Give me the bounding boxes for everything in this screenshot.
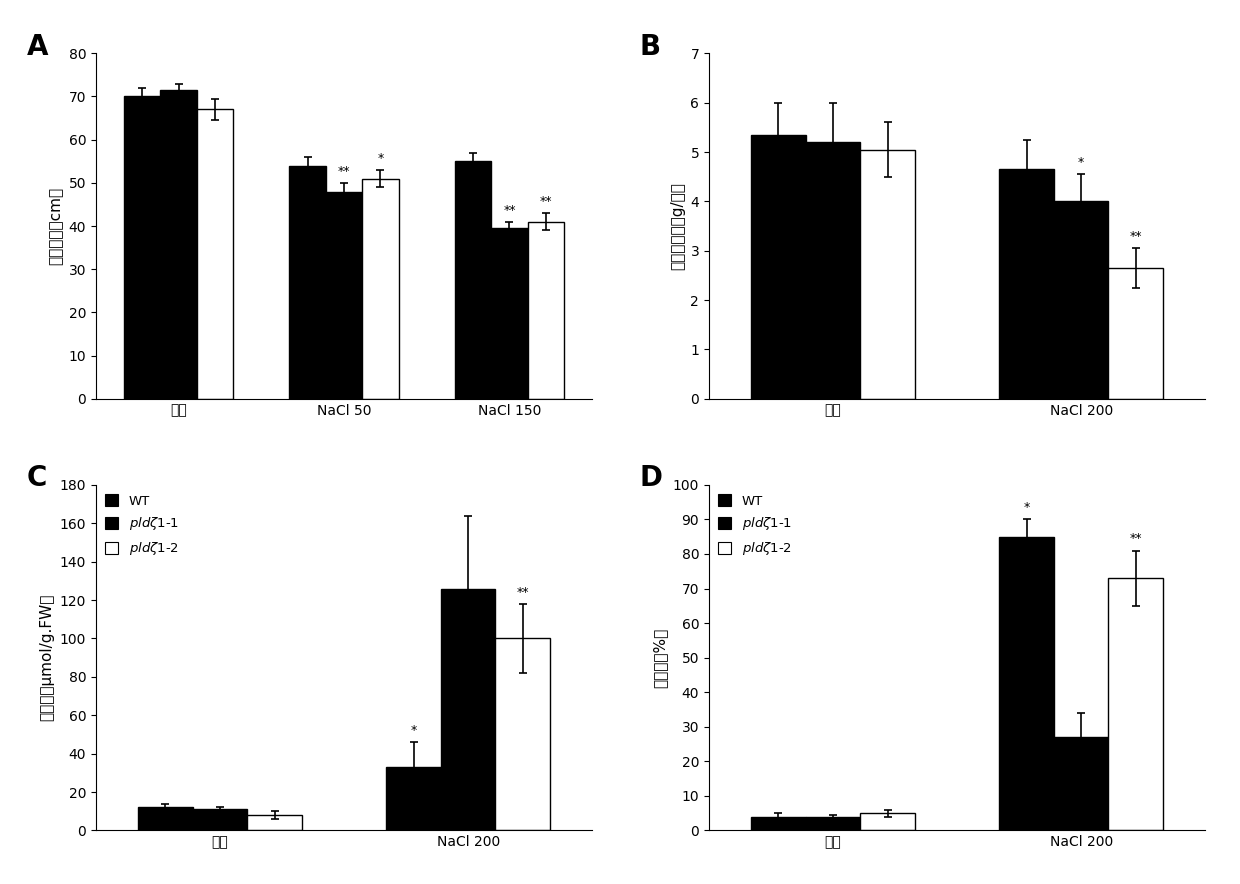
Bar xyxy=(160,90,197,399)
Bar xyxy=(362,179,398,399)
Text: **: ** xyxy=(337,164,350,178)
Text: **: ** xyxy=(1130,230,1142,243)
Y-axis label: 丙二醉（μmol/g.FW）: 丙二醉（μmol/g.FW） xyxy=(40,594,55,721)
Legend: WT, $\it{pld\zeta1}$-1, $\it{pld\zeta1}$-2: WT, $\it{pld\zeta1}$-1, $\it{pld\zeta1}$… xyxy=(103,492,182,560)
Text: A: A xyxy=(26,33,48,60)
Text: C: C xyxy=(26,464,47,492)
Bar xyxy=(806,142,861,399)
Bar xyxy=(751,134,806,399)
Text: **: ** xyxy=(517,586,529,598)
Y-axis label: 电导率（%）: 电导率（%） xyxy=(652,628,667,688)
Bar xyxy=(138,807,192,830)
Bar xyxy=(124,96,160,399)
Bar xyxy=(326,192,362,399)
Bar xyxy=(455,161,491,399)
Bar xyxy=(441,589,496,830)
Text: *: * xyxy=(1078,156,1084,169)
Bar xyxy=(1054,737,1109,830)
Bar xyxy=(386,767,441,830)
Text: D: D xyxy=(640,464,662,492)
Bar xyxy=(197,110,233,399)
Y-axis label: 植株高度（cm）: 植株高度（cm） xyxy=(48,187,63,265)
Bar xyxy=(1109,268,1163,399)
Text: **: ** xyxy=(539,194,552,208)
Text: B: B xyxy=(640,33,661,60)
Bar xyxy=(1054,202,1109,399)
Bar xyxy=(192,809,247,830)
Text: **: ** xyxy=(1130,532,1142,545)
Bar xyxy=(999,537,1054,830)
Text: **: ** xyxy=(503,203,516,217)
Text: *: * xyxy=(1023,501,1029,514)
Bar xyxy=(751,817,806,830)
Bar xyxy=(999,170,1054,399)
Bar xyxy=(528,222,564,399)
Bar xyxy=(496,638,551,830)
Legend: WT, $\it{pld\zeta1}$-1, $\it{pld\zeta1}$-2: WT, $\it{pld\zeta1}$-1, $\it{pld\zeta1}$… xyxy=(715,492,795,560)
Bar xyxy=(247,815,301,830)
Bar xyxy=(491,228,528,399)
Bar xyxy=(861,813,915,830)
Bar xyxy=(806,817,861,830)
Y-axis label: 地上部鲜重（g/株）: 地上部鲜重（g/株） xyxy=(670,182,684,270)
Text: *: * xyxy=(410,724,417,737)
Bar xyxy=(1109,578,1163,830)
Bar xyxy=(289,165,326,399)
Text: *: * xyxy=(377,152,383,164)
Bar xyxy=(861,149,915,399)
